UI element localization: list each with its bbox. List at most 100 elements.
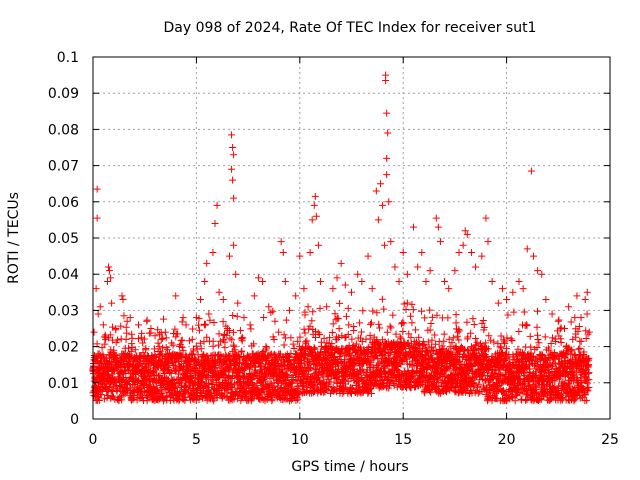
roti-point bbox=[235, 368, 243, 376]
roti-outlier-point bbox=[581, 296, 589, 304]
y-tick-label: 0.04 bbox=[48, 267, 79, 283]
roti-point bbox=[160, 315, 168, 323]
roti-outlier-point bbox=[94, 310, 102, 318]
roti-point bbox=[367, 319, 375, 327]
roti-point bbox=[507, 335, 515, 343]
roti-outlier-point bbox=[310, 201, 318, 209]
roti-outlier-point bbox=[99, 321, 107, 329]
roti-point bbox=[178, 318, 186, 326]
roti-point bbox=[557, 324, 565, 332]
roti-outlier-point bbox=[573, 292, 581, 300]
roti-point bbox=[533, 323, 541, 331]
roti-point bbox=[120, 312, 128, 320]
y-tick-label: 0.02 bbox=[48, 340, 79, 356]
roti-outlier-point bbox=[484, 238, 492, 246]
roti-point bbox=[290, 345, 298, 353]
roti-outlier-point bbox=[451, 267, 459, 275]
roti-point bbox=[427, 320, 435, 328]
roti-outlier-point bbox=[229, 176, 237, 184]
roti-point bbox=[245, 353, 253, 361]
roti-point bbox=[229, 311, 237, 319]
roti-point bbox=[378, 295, 386, 303]
roti-point bbox=[463, 318, 471, 326]
roti-point bbox=[295, 391, 303, 399]
roti-point bbox=[140, 335, 148, 343]
roti-point bbox=[375, 320, 383, 328]
roti-point bbox=[320, 334, 328, 342]
roti-point bbox=[571, 314, 579, 322]
roti-point bbox=[282, 316, 290, 324]
roti-outlier-point bbox=[383, 154, 391, 162]
roti-point bbox=[576, 344, 584, 352]
roti-point bbox=[174, 330, 182, 338]
roti-outlier-point bbox=[498, 285, 506, 293]
roti-point bbox=[280, 341, 288, 349]
roti-outlier-point bbox=[432, 214, 440, 222]
roti-point bbox=[187, 377, 195, 385]
roti-outlier-point bbox=[215, 288, 223, 296]
roti-point bbox=[345, 321, 353, 329]
roti-outlier-point bbox=[126, 314, 134, 322]
roti-point bbox=[408, 319, 416, 327]
roti-outlier-point bbox=[90, 328, 98, 336]
roti-outlier-point bbox=[107, 274, 115, 282]
roti-point bbox=[380, 305, 388, 313]
roti-point bbox=[252, 370, 260, 378]
roti-outlier-point bbox=[211, 220, 219, 228]
roti-outlier-point bbox=[374, 216, 382, 224]
roti-outlier-point bbox=[384, 129, 392, 137]
roti-point bbox=[236, 354, 244, 362]
roti-outlier-point bbox=[134, 321, 142, 329]
roti-outlier-point bbox=[230, 241, 238, 249]
y-tick-label: 0.07 bbox=[48, 159, 79, 175]
roti-point bbox=[288, 379, 296, 387]
roti-point bbox=[583, 396, 591, 404]
roti-point bbox=[294, 337, 302, 345]
roti-point bbox=[230, 328, 238, 336]
roti-point bbox=[230, 342, 238, 350]
roti-point bbox=[383, 328, 391, 336]
roti-point bbox=[485, 332, 493, 340]
roti-outlier-point bbox=[296, 252, 304, 260]
roti-outlier-point bbox=[348, 288, 355, 296]
roti-point bbox=[159, 344, 167, 352]
y-tick-labels: 00.010.020.030.040.050.060.070.080.090.1 bbox=[48, 50, 79, 428]
roti-point bbox=[90, 362, 98, 370]
roti-outlier-point bbox=[583, 288, 591, 296]
roti-outlier-point bbox=[316, 277, 324, 285]
roti-outlier-point bbox=[234, 299, 242, 307]
roti-point bbox=[317, 342, 325, 350]
roti-point bbox=[179, 346, 187, 354]
roti-point bbox=[555, 316, 563, 324]
roti-point bbox=[179, 314, 187, 322]
data-marks bbox=[89, 71, 593, 405]
roti-point bbox=[105, 383, 113, 391]
roti-outlier-point bbox=[229, 144, 237, 151]
roti-point bbox=[123, 317, 131, 325]
roti-point bbox=[228, 396, 236, 404]
roti-outlier-point bbox=[467, 248, 475, 256]
roti-outlier-point bbox=[418, 248, 426, 256]
roti-point bbox=[189, 325, 197, 333]
roti-outlier-point bbox=[312, 212, 320, 220]
roti-outlier-point bbox=[534, 267, 542, 275]
y-tick-label: 0.09 bbox=[48, 86, 79, 102]
roti-point bbox=[226, 334, 234, 342]
roti-outlier-point bbox=[529, 252, 537, 260]
roti-outlier-point bbox=[225, 252, 233, 260]
y-tick-label: 0.03 bbox=[48, 303, 79, 319]
roti-outlier-point bbox=[494, 299, 502, 307]
roti-outlier-point bbox=[304, 303, 312, 311]
roti-outlier-point bbox=[445, 285, 453, 293]
roti-point bbox=[534, 335, 542, 343]
roti-outlier-point bbox=[281, 277, 289, 285]
roti-point bbox=[238, 347, 246, 355]
roti-point bbox=[178, 336, 186, 344]
roti-point bbox=[520, 308, 528, 316]
roti-outlier-point bbox=[542, 296, 550, 304]
roti-point bbox=[369, 307, 377, 315]
roti-point bbox=[376, 324, 384, 332]
roti-point bbox=[147, 389, 155, 397]
y-tick-label: 0.08 bbox=[48, 122, 79, 138]
roti-point bbox=[523, 322, 531, 330]
